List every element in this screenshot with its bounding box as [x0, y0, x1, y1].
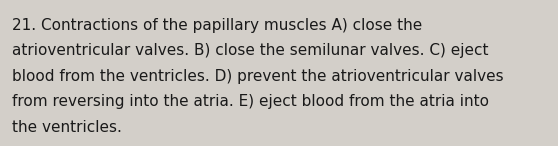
Text: from reversing into the atria. E) eject blood from the atria into: from reversing into the atria. E) eject …: [12, 94, 489, 109]
Text: blood from the ventricles. D) prevent the atrioventricular valves: blood from the ventricles. D) prevent th…: [12, 69, 504, 84]
Text: atrioventricular valves. B) close the semilunar valves. C) eject: atrioventricular valves. B) close the se…: [12, 43, 488, 58]
Text: 21. Contractions of the papillary muscles A) close the: 21. Contractions of the papillary muscle…: [12, 18, 422, 33]
Text: the ventricles.: the ventricles.: [12, 120, 122, 135]
